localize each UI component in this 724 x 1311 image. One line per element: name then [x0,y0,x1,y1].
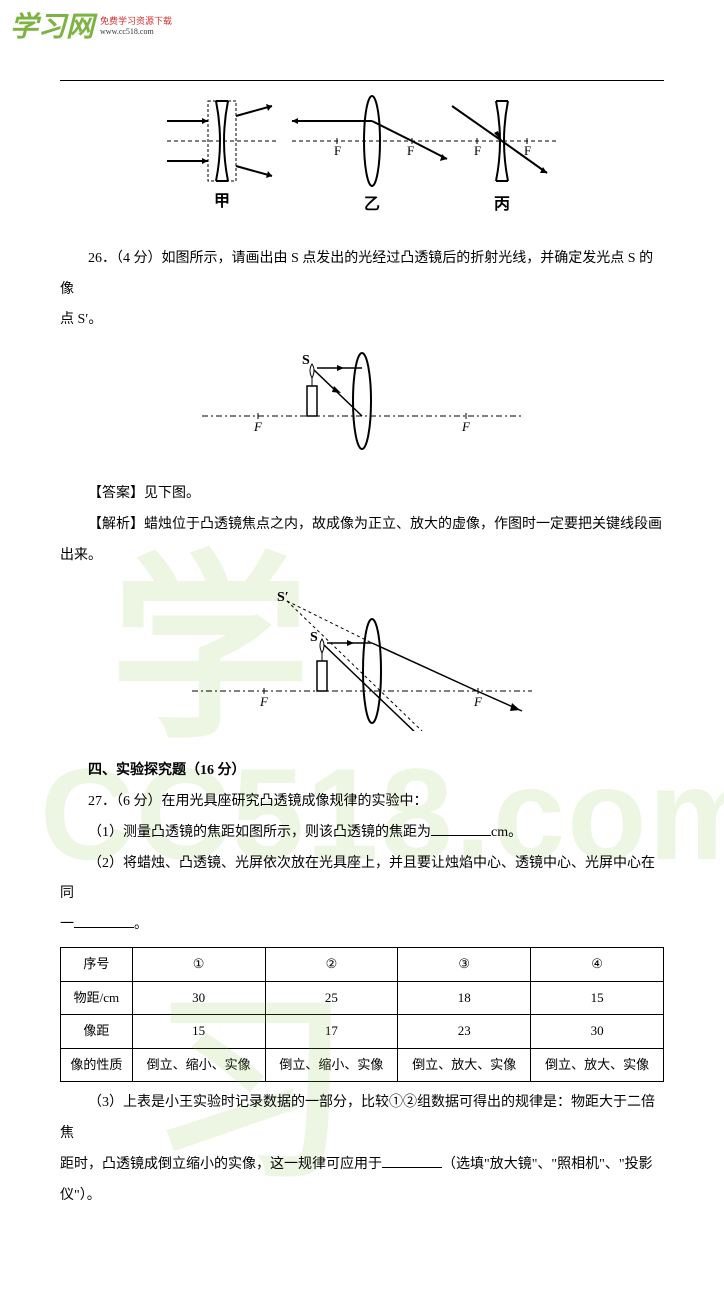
q27-p3-cont: 距时，凸透镜成倒立缩小的实像，这一规律可应用于 （选填"放大镜"、"照相机"、"投… [60,1150,664,1181]
q27-p2a: （2）将蜡烛、凸透镜、光屏依次放在光具座上，并且要让烛焰中心、透镜中心、光屏中心… [60,849,664,911]
blank-app [382,1154,442,1168]
section4-title: 四、实验探究题（16 分） [60,756,664,787]
table-row: 像的性质 倒立、缩小、实像 倒立、缩小、实像 倒立、放大、实像 倒立、放大、实像 [61,1048,664,1082]
answer26-explain: 【解析】蜡烛位于凸透镜焦点之内，故成像为正立、放大的虚像，作图时一定要把关键线段… [60,510,664,541]
table-header-row: 序号 ① ② ③ ④ [61,947,664,981]
q26-text: 26．（4 分）如图所示，请画出由 S 点发出的光经过凸透镜后的折射光线，并确定… [60,244,664,306]
q27-p1b: cm。 [491,825,522,840]
th-3: ③ [398,947,531,981]
svg-text:F: F [473,694,483,709]
blank-focal [431,822,491,836]
svg-text:F: F [334,143,341,158]
th-4: ④ [531,947,664,981]
q26-text2: 点 S′。 [60,305,664,336]
logo-main: 学习网 [10,5,94,45]
q27-p2c: 。 [134,917,148,932]
svg-text:S′: S′ [277,590,289,605]
svg-text:F: F [474,143,481,158]
page-content: 学 习 CC518.com 甲 [0,91,724,1212]
svg-text:S: S [310,630,318,645]
q27-p1a: （1）测量凸透镜的焦距如图所示，则该凸透镜的焦距为 [88,825,431,840]
th-2: ② [265,947,398,981]
th-1: ① [132,947,265,981]
svg-text:F: F [461,419,471,434]
top-divider [60,80,664,81]
diagram-candle-lens: S F F [60,346,664,469]
diagram-three-lenses: 甲 F F 乙 [60,91,664,234]
answer26-title: 【答案】见下图。 [60,479,664,510]
q27-p3d: 仪"）。 [60,1181,664,1212]
q27-p3b: 距时，凸透镜成倒立缩小的实像，这一规律可应用于 [60,1157,382,1172]
q27-intro: 27．（6 分）在用光具座研究凸透镜成像规律的实验中： [60,787,664,818]
q27-p2b: 一 [60,917,74,932]
answer26-explain2: 出来。 [60,541,664,572]
th-0: 序号 [61,947,133,981]
svg-text:F: F [524,143,531,158]
logo-subtitle: 免费学习资源下载 [100,14,172,27]
q27-p2-cont: 一。 [60,910,664,941]
diagram-solution: S S′ F F [60,581,664,744]
svg-text:S: S [302,353,310,368]
blank-line [74,914,134,928]
svg-text:F: F [407,143,414,158]
q27-p3a: （3）上表是小王实验时记录数据的一部分，比较①②组数据可得出的规律是：物距大于二… [60,1088,664,1150]
label-yi: 乙 [364,196,380,213]
logo-url: www.cc518.com [100,27,172,36]
table-row: 像距 15 17 23 30 [61,1015,664,1049]
logo-sub: 免费学习资源下载 www.cc518.com [100,14,172,36]
data-table: 序号 ① ② ③ ④ 物距/cm 30 25 18 15 像距 15 17 23… [60,947,664,1082]
q27-p3c: （选填"放大镜"、"照相机"、"投影 [442,1157,653,1172]
logo-area: 学习网 免费学习资源下载 www.cc518.com [0,0,724,50]
label-bing: 丙 [494,195,510,213]
q27-p1: （1）测量凸透镜的焦距如图所示，则该凸透镜的焦距为 cm。 [60,818,664,849]
label-jia: 甲 [214,192,230,210]
table-row: 物距/cm 30 25 18 15 [61,981,664,1015]
svg-text:F: F [259,694,269,709]
svg-text:F: F [253,419,263,434]
